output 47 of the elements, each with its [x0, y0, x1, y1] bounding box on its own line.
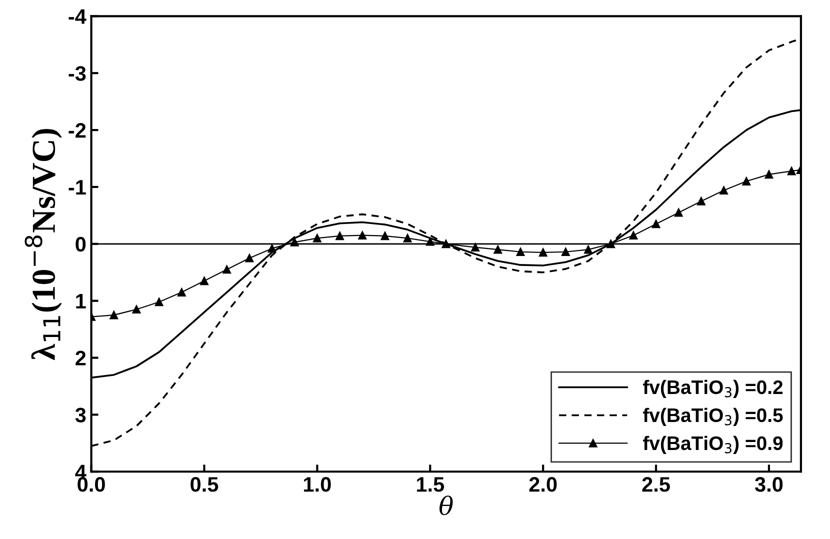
point: [177, 288, 186, 296]
point: [538, 248, 548, 257]
legend-label: fv(BaTiO$_{3}$) =0.2: [643, 380, 783, 398]
x-tick-label: 0.0: [78, 477, 105, 492]
x-tick-label: 0.5: [190, 477, 218, 492]
point: [380, 232, 390, 240]
point: [742, 177, 751, 186]
point: [697, 197, 706, 206]
x-tick-label: 2.5: [642, 477, 670, 492]
y-tick-label: 2: [76, 350, 86, 366]
point: [764, 170, 774, 179]
point: [358, 231, 367, 240]
y-tick-label: 1: [76, 294, 86, 308]
point: [720, 186, 728, 195]
point: [674, 208, 683, 217]
point: [471, 243, 480, 252]
x-axis-title: θ: [439, 496, 453, 516]
x-tick-label: 3.0: [754, 477, 783, 492]
point: [313, 234, 322, 242]
x-tick-label: 1.5: [416, 477, 444, 492]
y-tick-label: -3: [68, 66, 86, 81]
point: [403, 234, 412, 242]
point: [516, 248, 525, 256]
point: [652, 220, 660, 228]
point: [200, 276, 208, 286]
point: [562, 248, 570, 256]
legend-label: fv(BaTiO$_{3}$) =0.9: [643, 436, 783, 454]
y-tick-label: 3: [75, 408, 86, 422]
point: [584, 245, 592, 254]
legend-label: fv(BaTiO$_{3}$) =0.5: [643, 408, 783, 426]
point: [629, 231, 638, 240]
point: [132, 305, 141, 314]
point: [110, 310, 118, 320]
y-tick-label: 0: [76, 236, 86, 252]
point: [268, 244, 276, 253]
x-tick-label: 2.0: [529, 477, 557, 492]
point: [222, 265, 231, 274]
y-axis-title: λ$_{11}$(10$^{−8}$Ns/VC): [24, 128, 62, 360]
y-tick-label: -1: [68, 180, 86, 195]
y-tick-label: -2: [68, 123, 86, 138]
point: [336, 232, 344, 240]
x-tick-label: 1.0: [304, 477, 331, 492]
point: [245, 254, 254, 262]
y-tick-label: -4: [68, 9, 86, 24]
point: [787, 166, 796, 176]
point: [154, 298, 164, 306]
point: [494, 245, 502, 254]
